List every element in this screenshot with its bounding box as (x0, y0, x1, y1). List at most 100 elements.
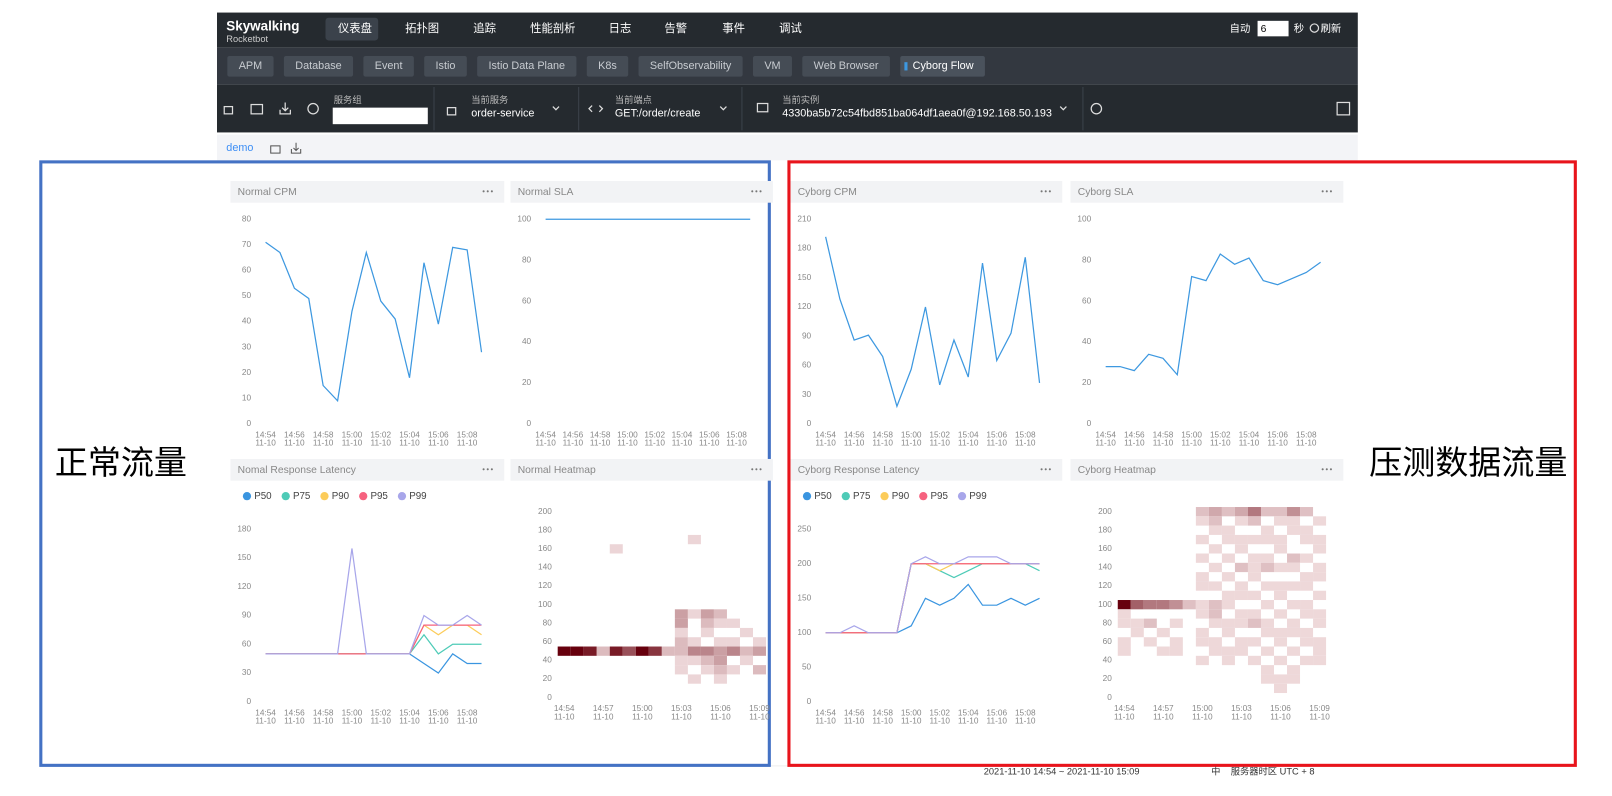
instance-icon[interactable] (756, 102, 769, 113)
dashboard-name[interactable]: demo (226, 142, 253, 154)
field-value[interactable]: GET:/order/create (615, 108, 701, 120)
panel-menu-dot[interactable] (751, 468, 754, 471)
tab[interactable] (227, 55, 274, 77)
y-tick-label: 40 (1082, 337, 1092, 346)
collapse-icon[interactable] (1336, 101, 1351, 116)
tab[interactable] (424, 55, 467, 77)
menu-item[interactable]: 告警 (664, 21, 687, 35)
x-tick-label: 14:58 (313, 430, 334, 439)
folder-icon[interactable] (250, 103, 264, 115)
panel-menu-dot[interactable] (490, 468, 493, 471)
x-tick-date: 11-10 (671, 712, 692, 721)
menu-item[interactable]: 事件 (722, 21, 745, 35)
y-tick-label: 60 (522, 296, 532, 305)
menu-item[interactable]: 日志 (609, 22, 632, 35)
field-value[interactable]: order-service (471, 108, 534, 120)
download-icon[interactable] (279, 102, 291, 115)
panel-menu-dot[interactable] (755, 190, 758, 193)
panel-menu-dot[interactable] (1325, 190, 1328, 193)
menu-item[interactable]: 仪表盘 (338, 21, 372, 35)
panel-menu-dot[interactable] (755, 468, 758, 471)
refresh-button[interactable]: 刷新 (1321, 22, 1342, 35)
tab-label[interactable]: Event (375, 60, 403, 72)
panel-menu-dot[interactable] (751, 190, 754, 193)
panel-menu-dot[interactable] (1329, 468, 1332, 471)
panel-menu-dot[interactable] (1044, 468, 1047, 471)
refresh-icon[interactable] (307, 102, 319, 115)
panel-menu-dot[interactable] (490, 190, 493, 193)
service-group-input[interactable] (332, 107, 428, 125)
refresh-icon[interactable] (1309, 23, 1320, 33)
chevrons[interactable] (552, 105, 1067, 113)
series-line (825, 556, 1040, 634)
tab[interactable] (283, 55, 354, 77)
heat-cell (739, 627, 753, 638)
x-tick-date: 11-10 (901, 439, 922, 448)
panel-menu-dot[interactable] (1044, 190, 1047, 193)
legend-label: P75 (853, 491, 871, 502)
panel-menu-dot[interactable] (759, 468, 762, 471)
y-tick-label: 40 (543, 656, 553, 665)
tab[interactable] (586, 55, 629, 77)
field-value[interactable]: 4330ba5b72c54fbd851ba064df1aea0f@192.168… (782, 108, 1052, 120)
tab-label[interactable]: Istio (436, 60, 456, 72)
panel-menu-dot[interactable] (486, 468, 489, 471)
menu-item[interactable]: 性能剖析 (530, 21, 575, 35)
tab-label[interactable]: K8s (598, 60, 617, 72)
tab-label[interactable]: Web Browser (814, 60, 879, 72)
panel-menu-dot[interactable] (1325, 468, 1328, 471)
panel-menu-dot[interactable] (1040, 190, 1043, 193)
tab-label[interactable]: Cyborg Flow (913, 60, 974, 72)
y-tick-label: 20 (242, 368, 252, 377)
download-icon[interactable] (290, 142, 302, 154)
panel-menu-dot[interactable] (486, 190, 489, 193)
interval-input[interactable] (1257, 20, 1289, 37)
tab[interactable] (900, 55, 985, 77)
x-tick-label: 14:56 (563, 430, 584, 439)
tab[interactable] (638, 55, 743, 77)
tab-label[interactable]: Istio Data Plane (489, 60, 566, 72)
heat-cell (713, 655, 727, 666)
folder-icon[interactable] (270, 145, 281, 154)
tab-label[interactable]: Database (295, 60, 341, 72)
lock-icon[interactable] (446, 107, 457, 116)
panel-header (1070, 181, 1344, 203)
menu-item[interactable]: 调试 (779, 22, 802, 35)
heat-cell (1156, 627, 1170, 638)
info-icon[interactable] (1090, 102, 1103, 115)
tab[interactable] (752, 55, 792, 77)
panel-menu-dot[interactable] (482, 190, 485, 193)
tab-label[interactable]: VM (764, 60, 780, 72)
x-tick-date: 11-10 (457, 717, 478, 726)
panel-menu-dot[interactable] (1048, 190, 1051, 193)
interval-value[interactable]: 6 (1261, 24, 1267, 35)
legend-label: P75 (293, 491, 311, 502)
heat-cell (1260, 646, 1274, 656)
panel-menu-dot[interactable] (1040, 468, 1043, 471)
tab-label[interactable]: APM (239, 60, 263, 72)
panel-title: Cyborg CPM (798, 187, 857, 198)
x-tick-date: 11-10 (554, 712, 575, 721)
heat-cell (1313, 655, 1327, 666)
tab[interactable] (802, 55, 890, 77)
tab-label[interactable]: SelfObservability (650, 60, 732, 72)
heat-cell (1195, 516, 1209, 526)
y-tick-label: 60 (242, 639, 252, 648)
panel-menu-dot[interactable] (1321, 190, 1324, 193)
tab[interactable] (477, 55, 577, 77)
heat-cell (687, 609, 701, 619)
menu-item[interactable]: 拓扑图 (405, 21, 439, 35)
panel-menu-dot[interactable] (1329, 190, 1332, 193)
lock-icon[interactable] (223, 105, 234, 115)
panel-menu-dot[interactable] (1048, 468, 1051, 471)
menu-item[interactable]: 追踪 (473, 21, 496, 35)
tab[interactable] (363, 55, 414, 77)
x-tick-label: 15:04 (399, 430, 420, 439)
panel-menu-dot[interactable] (1321, 468, 1324, 471)
field-label: 当前服务 (471, 94, 508, 105)
panel-menu-dot[interactable] (759, 190, 762, 193)
x-tick-label: 15:00 (342, 708, 363, 717)
lang-switch[interactable]: 中 (1211, 766, 1220, 777)
heat-cell (1208, 618, 1222, 628)
panel-menu-dot[interactable] (482, 468, 485, 471)
